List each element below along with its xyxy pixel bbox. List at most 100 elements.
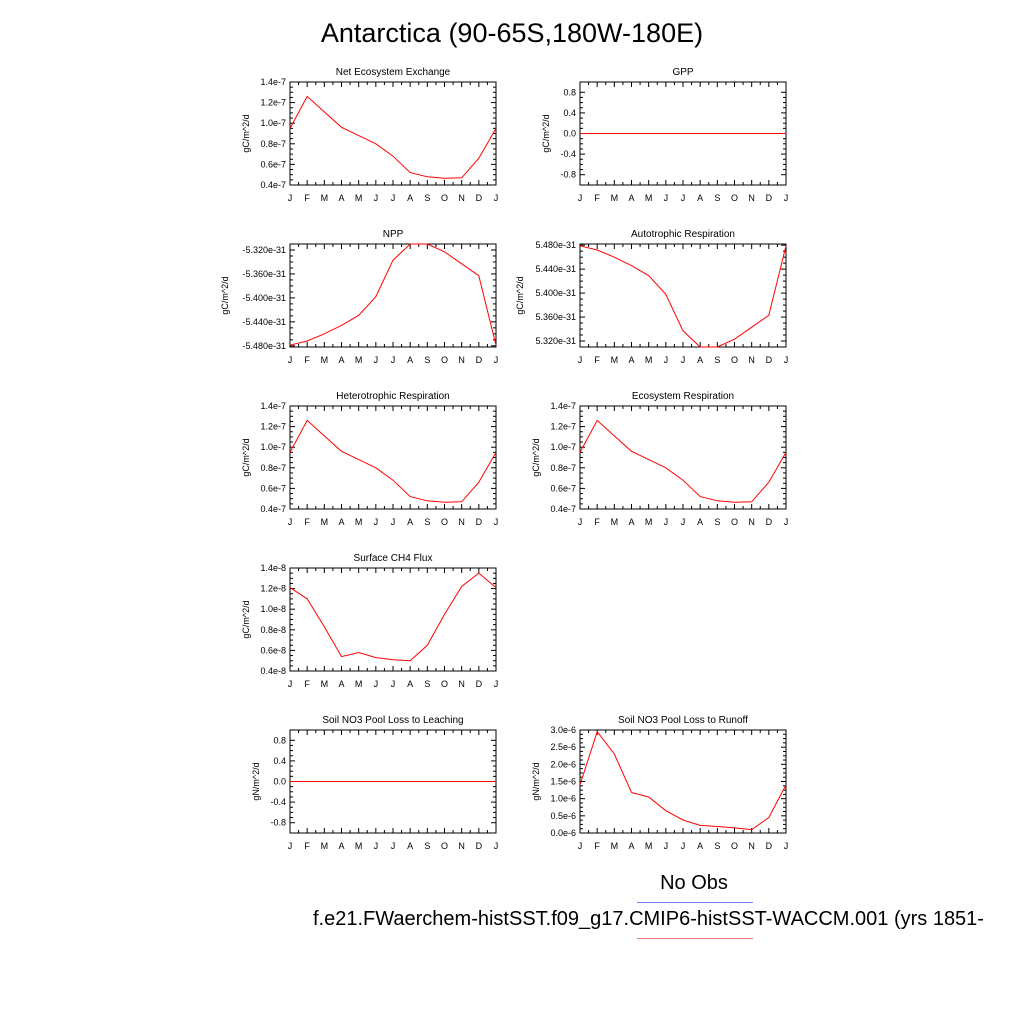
x-tick-label: M — [645, 517, 653, 527]
plot-frame — [579, 405, 787, 510]
y-tick-label: -0.4 — [560, 149, 576, 159]
x-tick-label: M — [321, 841, 329, 851]
x-tick-label: F — [304, 355, 310, 365]
series-line — [289, 243, 497, 346]
x-tick-label: M — [321, 679, 329, 689]
x-tick-label: F — [304, 679, 310, 689]
y-tick-label: 0.6e-7 — [260, 159, 286, 169]
y-tick-label: -5.440e-31 — [242, 317, 286, 327]
x-tick-label: O — [441, 679, 448, 689]
panel-title: Autotrophic Respiration — [631, 229, 735, 240]
x-tick-label: O — [441, 517, 448, 527]
x-tick-label: S — [424, 841, 430, 851]
x-tick-label: J — [664, 355, 669, 365]
x-tick-label: A — [628, 517, 634, 527]
x-tick-label: J — [374, 193, 379, 203]
x-tick-label: M — [321, 193, 329, 203]
x-tick-label: O — [731, 841, 738, 851]
x-tick-label: D — [476, 841, 483, 851]
x-tick-label: M — [321, 355, 329, 365]
x-tick-label: O — [731, 193, 738, 203]
x-tick-label: A — [697, 841, 703, 851]
x-tick-label: D — [766, 841, 773, 851]
x-tick-label: M — [645, 355, 653, 365]
y-tick-label: 5.480e-31 — [535, 240, 576, 250]
x-tick-label: A — [338, 841, 344, 851]
y-tick-label: 2.5e-6 — [550, 742, 576, 752]
plot-frame — [579, 729, 787, 834]
x-tick-label: J — [784, 841, 789, 851]
x-tick-label: S — [714, 841, 720, 851]
x-tick-label: A — [697, 355, 703, 365]
y-axis-label: gN/m^2/d — [251, 762, 261, 800]
series-line — [579, 245, 787, 348]
series-line — [289, 95, 497, 179]
x-tick-label: D — [476, 355, 483, 365]
x-tick-label: J — [288, 841, 293, 851]
x-tick-label: J — [681, 193, 686, 203]
x-tick-label: A — [628, 193, 634, 203]
series-line — [579, 419, 787, 503]
y-tick-label: -0.8 — [560, 170, 576, 180]
x-tick-label: O — [441, 193, 448, 203]
x-tick-label: A — [338, 193, 344, 203]
y-tick-label: 0.0 — [563, 129, 576, 139]
y-tick-label: 5.400e-31 — [535, 288, 576, 298]
y-axis-label: gC/m^2/d — [220, 276, 230, 314]
x-tick-label: N — [748, 355, 755, 365]
x-tick-label: J — [374, 679, 379, 689]
panel-title: Heterotrophic Respiration — [336, 391, 449, 402]
y-tick-label: 1.5e-6 — [550, 777, 576, 787]
x-tick-label: N — [748, 193, 755, 203]
x-tick-label: A — [628, 841, 634, 851]
x-tick-label: N — [458, 517, 465, 527]
y-tick-label: 0.8e-7 — [260, 463, 286, 473]
x-tick-label: F — [594, 517, 600, 527]
y-tick-label: 0.6e-8 — [260, 645, 286, 655]
x-tick-label: A — [697, 517, 703, 527]
y-tick-label: -0.4 — [270, 797, 286, 807]
y-axis-label: gC/m^2/d — [515, 276, 525, 314]
x-tick-label: S — [424, 193, 430, 203]
x-tick-label: J — [374, 517, 379, 527]
y-tick-label: 0.8 — [273, 735, 286, 745]
x-tick-label: D — [766, 355, 773, 365]
x-tick-label: F — [304, 517, 310, 527]
y-tick-label: 1.0e-6 — [550, 794, 576, 804]
y-axis-label: gN/m^2/d — [531, 762, 541, 800]
x-tick-label: M — [355, 679, 363, 689]
plot-frame — [289, 243, 497, 348]
x-tick-label: D — [766, 517, 773, 527]
x-tick-label: F — [594, 355, 600, 365]
x-tick-label: M — [611, 355, 619, 365]
x-tick-label: F — [594, 193, 600, 203]
x-tick-label: J — [391, 679, 396, 689]
y-tick-label: 0.0e-6 — [550, 828, 576, 838]
series-line — [289, 572, 497, 662]
x-tick-label: J — [374, 355, 379, 365]
panel-title: Ecosystem Respiration — [632, 391, 734, 402]
x-tick-label: J — [494, 517, 499, 527]
x-tick-label: J — [681, 355, 686, 365]
x-tick-label: J — [391, 193, 396, 203]
x-tick-label: J — [288, 517, 293, 527]
panel-title: Soil NO3 Pool Loss to Leaching — [322, 715, 463, 726]
y-tick-label: -5.400e-31 — [242, 293, 286, 303]
x-tick-label: A — [338, 517, 344, 527]
x-tick-label: J — [391, 517, 396, 527]
x-tick-label: D — [766, 193, 773, 203]
x-tick-label: J — [578, 841, 583, 851]
x-tick-label: J — [494, 355, 499, 365]
x-tick-label: M — [611, 193, 619, 203]
y-tick-label: 0.4e-7 — [260, 504, 286, 514]
x-tick-label: J — [391, 355, 396, 365]
x-tick-label: J — [494, 679, 499, 689]
y-tick-label: 0.0 — [273, 777, 286, 787]
x-tick-label: A — [338, 355, 344, 365]
plot-frame — [289, 81, 497, 186]
x-tick-label: D — [476, 193, 483, 203]
y-tick-label: 5.440e-31 — [535, 264, 576, 274]
